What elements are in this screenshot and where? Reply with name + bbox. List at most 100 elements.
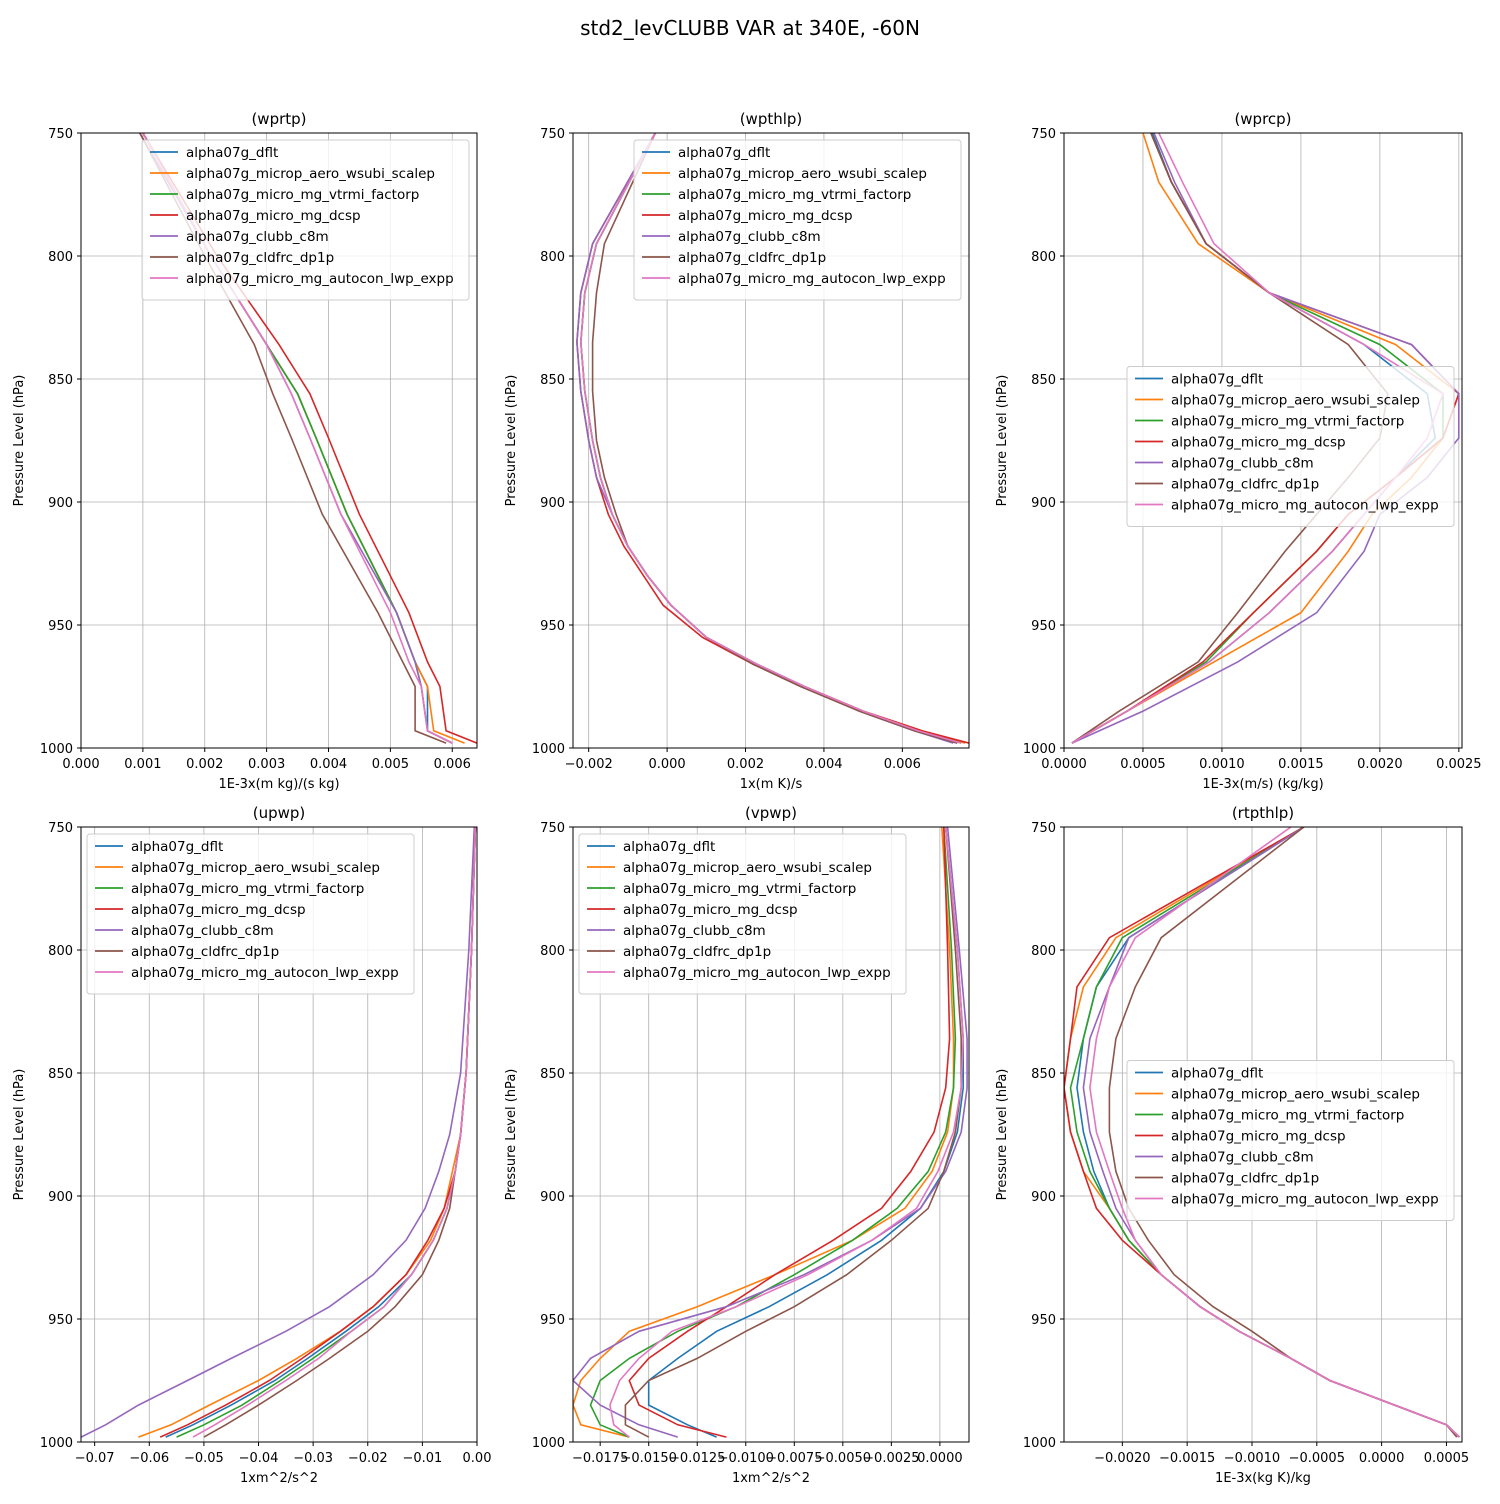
x-tick-label: 0.003 <box>248 757 285 772</box>
legend: alpha07g_dflt alpha07g_microp_aero_wsubi_… <box>86 833 415 995</box>
axes-frame <box>1063 826 1463 1443</box>
legend-entry-label: alpha07g_micro_mg_vtrmi_factorp <box>678 187 911 203</box>
y-axis-label: Pressure Level (hPa) <box>12 1069 27 1201</box>
y-tick-label: 850 <box>1031 373 1056 388</box>
legend-entry-label: alpha07g_micro_mg_dcsp <box>678 208 853 224</box>
legend-entry-label: alpha07g_micro_mg_vtrmi_factorp <box>186 187 419 203</box>
x-tick-label: −0.0015 <box>1159 1451 1215 1466</box>
series-group <box>573 827 968 1438</box>
y-tick-label: 850 <box>540 373 565 388</box>
x-tick-label: −0.002 <box>565 757 613 772</box>
y-axis-label: Pressure Level (hPa) <box>995 375 1010 507</box>
x-tick-label: −0.0150 <box>621 1451 677 1466</box>
legend-entry-label: alpha07g_micro_mg_dcsp <box>186 208 361 224</box>
y-tick-label: 950 <box>540 1313 565 1328</box>
y-tick-label: 750 <box>540 821 565 836</box>
legend-entry-label: alpha07g_micro_mg_vtrmi_factorp <box>623 881 856 897</box>
series-line-alpha07g_micro_mg_autocon_lwp_expp <box>142 133 453 744</box>
subplot-title: (wprtp) <box>251 110 306 128</box>
x-tick-label: 0.0025 <box>1436 757 1482 772</box>
axes-frame <box>80 132 478 749</box>
legend-entry-label: alpha07g_microp_aero_wsubi_scalep <box>1171 1087 1420 1103</box>
legend-entry-label: alpha07g_clubb_c8m <box>131 923 274 939</box>
y-tick-label: 850 <box>540 1067 565 1082</box>
x-tick-label: −0.0075 <box>766 1451 822 1466</box>
series-line-alpha07g_micro_mg_dcsp <box>628 827 951 1438</box>
legend-entry-label: alpha07g_microp_aero_wsubi_scalep <box>131 860 380 876</box>
x-tick-label: 0.0005 <box>1120 757 1166 772</box>
series-group <box>576 133 969 744</box>
y-tick-label: 800 <box>540 250 565 265</box>
subplot-vpwp: −0.0175−0.0150−0.0125−0.0100−0.0075−0.00… <box>504 804 970 1486</box>
legend: alpha07g_dflt alpha07g_microp_aero_wsubi_… <box>633 139 962 301</box>
x-tick-label: −0.0175 <box>572 1451 628 1466</box>
x-tick-label: 0.002 <box>727 757 764 772</box>
x-tick-label: 0.0010 <box>1199 757 1245 772</box>
y-tick-label: 950 <box>540 619 565 634</box>
series-group <box>1064 827 1460 1438</box>
x-tick-label: 0.006 <box>884 757 921 772</box>
x-tick-label: −0.0100 <box>718 1451 774 1466</box>
figure-title: std2_levCLUBB VAR at 340E, -60N <box>580 16 920 40</box>
series-group <box>139 133 477 744</box>
legend-entry-label: alpha07g_dflt <box>623 839 715 855</box>
x-tick-label: −0.05 <box>184 1451 224 1466</box>
y-tick-label: 1000 <box>40 1436 73 1451</box>
y-tick-label: 850 <box>1031 1067 1056 1082</box>
x-tick-label: −0.06 <box>129 1451 169 1466</box>
y-tick-label: 900 <box>48 496 73 511</box>
y-tick-label: 800 <box>48 250 73 265</box>
x-tick-label: −0.0010 <box>1224 1451 1280 1466</box>
x-axis-label: 1E-3x(kg K)/kg <box>1215 1471 1311 1486</box>
legend-entry-label: alpha07g_micro_mg_vtrmi_factorp <box>1171 414 1404 430</box>
axes-frame <box>572 132 970 749</box>
legend-entry-label: alpha07g_microp_aero_wsubi_scalep <box>623 860 872 876</box>
y-tick-label: 950 <box>1031 1313 1056 1328</box>
y-tick-label: 800 <box>1031 250 1056 265</box>
x-tick-label: 0.004 <box>310 757 347 772</box>
legend-entry-label: alpha07g_micro_mg_autocon_lwp_expp <box>623 965 891 981</box>
y-tick-label: 750 <box>540 127 565 142</box>
series-line-alpha07g_clubb_c8m <box>573 827 968 1438</box>
legend-entry-label: alpha07g_cldfrc_dp1p <box>131 944 279 960</box>
legend-entry-label: alpha07g_dflt <box>131 839 223 855</box>
x-tick-label: 0.00 <box>463 1451 492 1466</box>
subplot-title: (wpthlp) <box>740 110 803 128</box>
series-line-alpha07g_micro_mg_autocon_lwp_expp <box>579 133 962 744</box>
x-tick-label: 0.0020 <box>1357 757 1403 772</box>
legend-box <box>633 139 962 301</box>
y-tick-label: 900 <box>1031 1190 1056 1205</box>
legend-box <box>141 139 470 301</box>
subplot-upwp: −0.07 −0.06 −0.05 −0.04 −0.03 −0.02 −0.01 0.00 7… <box>12 804 491 1486</box>
series-line-alpha07g_micro_mg_vtrmi_factorp <box>589 827 957 1438</box>
legend-entry-label: alpha07g_microp_aero_wsubi_scalep <box>1171 393 1420 409</box>
legend-entry-label: alpha07g_micro_mg_vtrmi_factorp <box>131 881 364 897</box>
y-tick-label: 950 <box>48 619 73 634</box>
y-tick-label: 900 <box>1031 496 1056 511</box>
subplot-rtpthlp: −0.0020 −0.0015 −0.0010 −0.0005 0.0000 0.0005… <box>995 804 1469 1486</box>
series-line-alpha07g_clubb_c8m <box>81 827 476 1438</box>
subplot-wprtp: 0.000 0.001 0.002 0.003 0.004 0.005 0.006 750 80… <box>12 110 478 792</box>
y-tick-label: 950 <box>1031 619 1056 634</box>
x-tick-label: 0.0000 <box>1359 1451 1405 1466</box>
legend: alpha07g_dflt alpha07g_microp_aero_wsubi_… <box>141 139 470 301</box>
legend-entry-label: alpha07g_micro_mg_dcsp <box>1171 435 1346 451</box>
series-line-alpha07g_dflt <box>647 827 965 1438</box>
x-tick-label: −0.0020 <box>1094 1451 1150 1466</box>
x-axis-label: 1xm^2/s^2 <box>240 1471 318 1486</box>
legend-entry-label: alpha07g_micro_mg_autocon_lwp_expp <box>186 271 454 287</box>
legend-entry-label: alpha07g_microp_aero_wsubi_scalep <box>678 166 927 182</box>
x-tick-label: −0.0025 <box>863 1451 919 1466</box>
x-tick-label: 0.0005 <box>1424 1451 1470 1466</box>
legend-entry-label: alpha07g_cldfrc_dp1p <box>1171 1171 1319 1187</box>
y-tick-label: 800 <box>1031 944 1056 959</box>
series-line-alpha07g_micro_mg_autocon_lwp_expp <box>1089 827 1460 1438</box>
x-tick-label: −0.0050 <box>815 1451 871 1466</box>
y-tick-label: 750 <box>1031 127 1056 142</box>
legend-box <box>86 833 415 995</box>
legend-entry-label: alpha07g_micro_mg_autocon_lwp_expp <box>1171 1192 1439 1208</box>
subplot-wprcp: 0.0000 0.0005 0.0010 0.0015 0.0020 0.0025 750 8… <box>995 110 1482 792</box>
series-group <box>81 827 477 1438</box>
y-tick-label: 900 <box>540 1190 565 1205</box>
